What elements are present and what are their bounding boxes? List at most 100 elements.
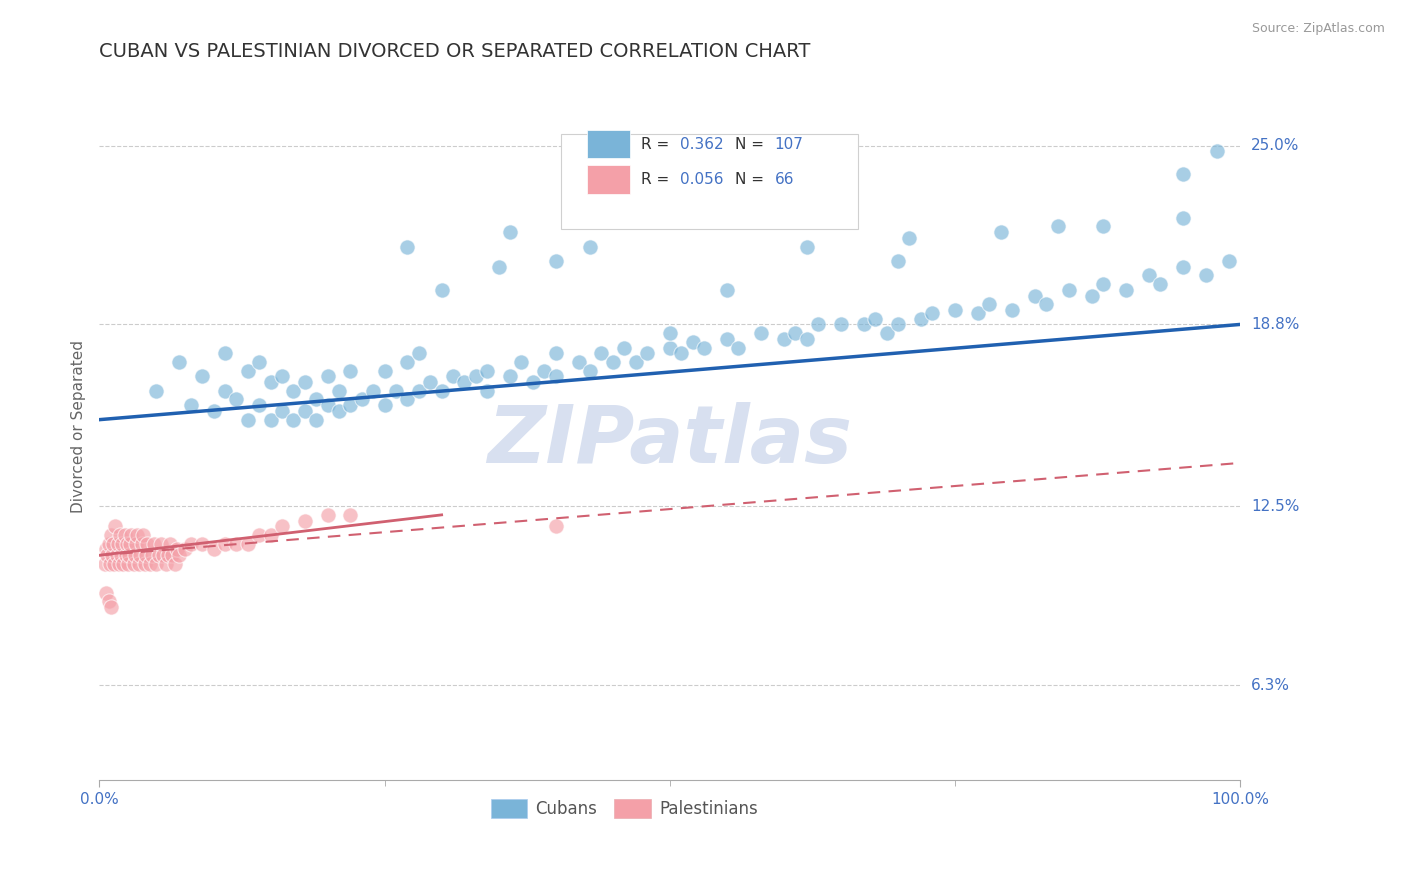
Point: [114, 548, 136, 562]
Point: [259, 528, 281, 542]
Point: [155, 557, 177, 571]
Point: [396, 355, 419, 369]
Point: [488, 260, 510, 274]
Point: [602, 355, 624, 369]
Point: [180, 537, 202, 551]
Point: [294, 514, 316, 528]
Point: [191, 537, 214, 551]
Point: [101, 548, 124, 562]
Point: [136, 537, 159, 551]
Point: [150, 537, 173, 551]
Point: [271, 519, 294, 533]
Point: [852, 318, 875, 332]
Point: [115, 537, 138, 551]
Text: 6.3%: 6.3%: [1251, 678, 1291, 692]
Text: R =: R =: [641, 136, 675, 152]
Point: [138, 557, 160, 571]
Point: [1218, 254, 1240, 268]
Point: [966, 306, 988, 320]
FancyBboxPatch shape: [561, 134, 858, 229]
Point: [110, 548, 132, 562]
Point: [477, 363, 499, 377]
Point: [374, 398, 396, 412]
Point: [510, 355, 533, 369]
Point: [658, 326, 681, 340]
Point: [943, 303, 966, 318]
Point: [118, 548, 141, 562]
Point: [796, 332, 818, 346]
Point: [135, 548, 157, 562]
Point: [453, 375, 475, 389]
Point: [125, 528, 148, 542]
Point: [214, 384, 236, 398]
Point: [214, 346, 236, 360]
Point: [283, 384, 305, 398]
Point: [162, 548, 184, 562]
Point: [1092, 219, 1115, 234]
FancyBboxPatch shape: [586, 165, 630, 194]
Text: 12.5%: 12.5%: [1251, 499, 1299, 514]
Point: [887, 318, 910, 332]
Point: [316, 369, 339, 384]
Point: [1171, 211, 1194, 225]
Y-axis label: Divorced or Separated: Divorced or Separated: [72, 341, 86, 514]
Text: 25.0%: 25.0%: [1251, 138, 1299, 153]
Point: [328, 384, 350, 398]
Point: [773, 332, 796, 346]
Point: [174, 542, 197, 557]
Point: [1137, 268, 1160, 283]
Point: [124, 548, 146, 562]
Point: [97, 537, 120, 551]
Text: CUBAN VS PALESTINIAN DIVORCED OR SEPARATED CORRELATION CHART: CUBAN VS PALESTINIAN DIVORCED OR SEPARAT…: [100, 42, 811, 61]
Point: [624, 355, 647, 369]
Point: [385, 384, 408, 398]
Point: [145, 557, 167, 571]
Point: [796, 239, 818, 253]
Point: [122, 557, 145, 571]
Text: 18.8%: 18.8%: [1251, 317, 1299, 332]
Point: [979, 297, 1001, 311]
Point: [316, 508, 339, 522]
Point: [247, 528, 270, 542]
Point: [305, 392, 328, 407]
Point: [544, 346, 567, 360]
Point: [96, 586, 118, 600]
Point: [1115, 283, 1137, 297]
Point: [96, 548, 118, 562]
Point: [141, 548, 163, 562]
Point: [408, 346, 430, 360]
Point: [339, 398, 361, 412]
Point: [108, 528, 131, 542]
Point: [693, 341, 716, 355]
Point: [108, 557, 131, 571]
Point: [350, 392, 373, 407]
Point: [1024, 288, 1046, 302]
Point: [1046, 219, 1069, 234]
Point: [727, 341, 749, 355]
Point: [100, 600, 122, 615]
Point: [104, 519, 127, 533]
Point: [131, 537, 153, 551]
Point: [1171, 260, 1194, 274]
Point: [236, 363, 259, 377]
Point: [499, 225, 522, 239]
Point: [1081, 288, 1104, 302]
Point: [271, 404, 294, 418]
Point: [887, 254, 910, 268]
Point: [408, 384, 430, 398]
Point: [990, 225, 1012, 239]
Point: [591, 346, 613, 360]
Point: [522, 375, 544, 389]
Point: [316, 398, 339, 412]
Point: [134, 557, 156, 571]
Point: [658, 341, 681, 355]
Point: [441, 369, 464, 384]
Point: [499, 369, 522, 384]
Point: [294, 404, 316, 418]
Point: [876, 326, 898, 340]
Point: [236, 412, 259, 426]
Text: 0.362: 0.362: [681, 136, 724, 152]
Point: [247, 355, 270, 369]
Point: [396, 392, 419, 407]
Point: [283, 412, 305, 426]
